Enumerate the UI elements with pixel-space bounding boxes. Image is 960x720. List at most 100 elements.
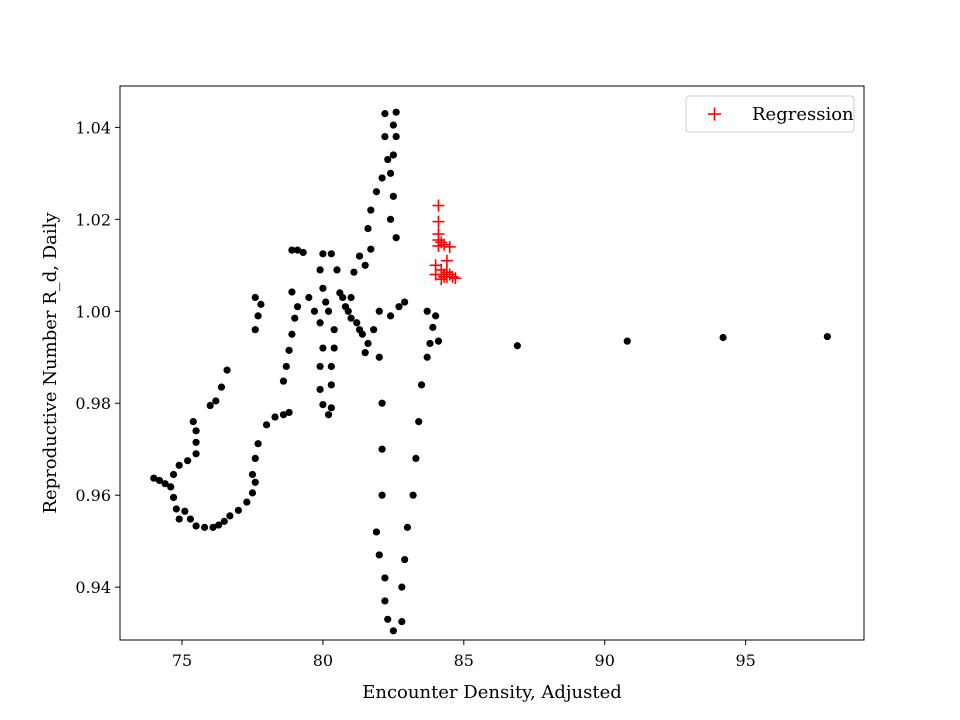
data-point <box>288 246 296 254</box>
data-point <box>181 507 189 515</box>
data-point <box>251 293 259 302</box>
data-point <box>423 307 431 315</box>
data-point <box>150 474 158 482</box>
regression-point <box>440 266 453 279</box>
data-point <box>184 457 192 465</box>
data-point <box>322 298 330 306</box>
data-point <box>217 383 226 391</box>
data-point <box>257 300 265 308</box>
data-point <box>429 323 437 331</box>
data-point <box>389 192 397 200</box>
data-point <box>248 470 257 479</box>
y-tick-label: 0.98 <box>75 394 111 413</box>
data-point <box>423 353 431 361</box>
data-point <box>375 551 383 559</box>
data-point <box>372 188 381 196</box>
data-point <box>350 268 358 276</box>
data-point <box>192 427 200 435</box>
data-point <box>316 362 324 371</box>
data-point <box>234 506 242 514</box>
x-tick-label: 85 <box>454 651 474 670</box>
data-point <box>336 289 344 297</box>
y-tick-label: 1.04 <box>75 118 111 137</box>
x-tick-label: 95 <box>735 651 755 670</box>
data-point <box>169 470 178 479</box>
data-point <box>432 312 440 320</box>
data-point <box>623 337 631 345</box>
y-tick-label: 0.94 <box>75 578 111 597</box>
regression-point <box>449 272 462 285</box>
data-point <box>220 517 228 525</box>
data-point <box>381 109 389 118</box>
data-point <box>251 326 259 334</box>
data-point <box>364 339 372 348</box>
data-point <box>279 377 288 385</box>
legend-marker-regression <box>708 107 721 121</box>
data-point <box>324 411 333 419</box>
data-point <box>305 293 313 302</box>
data-point <box>333 266 341 274</box>
data-point <box>347 293 355 302</box>
data-point <box>401 298 409 306</box>
data-point <box>426 339 434 348</box>
data-point <box>319 284 327 292</box>
data-point <box>415 418 423 426</box>
data-point <box>186 515 195 523</box>
y-axis-ticks: 0.94 0.96 0.98 1.00 1.02 1.04 <box>75 118 120 597</box>
data-point <box>381 574 389 582</box>
data-point <box>389 627 397 635</box>
data-point <box>319 250 327 258</box>
regression-point <box>438 238 451 251</box>
y-tick-label: 1.02 <box>75 210 111 229</box>
data-point <box>206 401 214 410</box>
legend: Regression <box>685 95 855 133</box>
regression-point <box>432 199 445 212</box>
data-point <box>319 401 327 409</box>
data-point <box>386 312 395 320</box>
data-point <box>378 445 386 453</box>
data-point <box>167 483 175 491</box>
data-point <box>378 491 386 499</box>
data-point <box>262 421 271 429</box>
data-point <box>364 224 372 233</box>
data-point <box>316 385 324 394</box>
data-point <box>513 342 521 350</box>
data-point <box>223 366 231 374</box>
data-point <box>330 344 338 352</box>
legend-label-regression: Regression <box>752 104 854 125</box>
data-point <box>381 597 389 605</box>
data-point <box>353 319 361 327</box>
data-point <box>392 108 400 116</box>
data-point <box>293 303 302 311</box>
data-point <box>192 450 200 458</box>
data-point <box>384 155 392 164</box>
data-point <box>316 266 324 274</box>
data-point <box>175 515 183 523</box>
data-point <box>403 523 412 531</box>
data-point <box>389 151 397 159</box>
data-point <box>327 404 335 412</box>
x-axis-ticks: 75 80 85 90 95 <box>172 640 756 670</box>
data-point <box>161 480 169 488</box>
data-point <box>209 523 217 531</box>
x-tick-label: 75 <box>172 651 192 670</box>
data-point <box>370 326 378 334</box>
data-point <box>324 307 333 315</box>
data-point <box>409 491 417 499</box>
data-point <box>327 250 335 258</box>
data-point <box>226 512 234 520</box>
data-point <box>384 615 392 623</box>
data-point <box>243 498 251 506</box>
y-axis-label: Reproductive Number R_d, Daily <box>40 212 61 514</box>
data-point <box>389 121 397 129</box>
y-tick-label: 1.00 <box>75 302 111 321</box>
data-point <box>378 174 386 182</box>
data-point <box>212 397 220 405</box>
data-point <box>381 132 389 141</box>
data-point <box>192 438 200 446</box>
data-point <box>319 344 327 352</box>
data-point <box>282 362 290 371</box>
data-point <box>417 381 426 389</box>
data-point <box>330 326 338 334</box>
data-point <box>285 346 293 354</box>
